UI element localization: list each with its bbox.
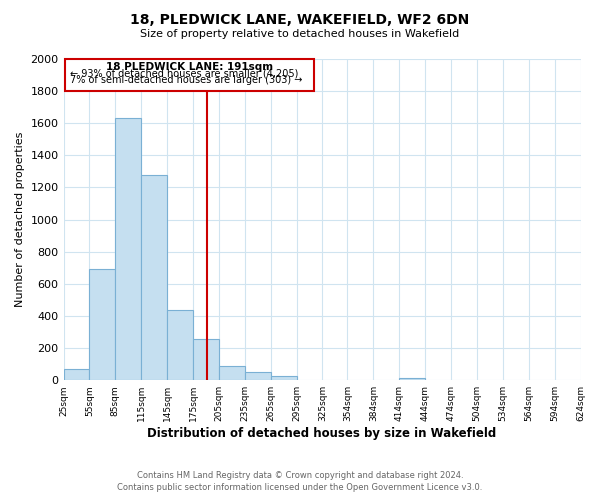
Bar	[245, 372, 271, 380]
Bar	[64, 369, 89, 380]
Text: 18 PLEDWICK LANE: 191sqm: 18 PLEDWICK LANE: 191sqm	[106, 62, 273, 72]
Bar	[399, 378, 425, 380]
Text: Size of property relative to detached houses in Wakefield: Size of property relative to detached ho…	[140, 29, 460, 39]
Text: 7% of semi-detached houses are larger (303) →: 7% of semi-detached houses are larger (3…	[70, 74, 302, 85]
Bar	[219, 366, 245, 380]
X-axis label: Distribution of detached houses by size in Wakefield: Distribution of detached houses by size …	[148, 427, 497, 440]
Bar	[89, 268, 115, 380]
Text: ← 93% of detached houses are smaller (4,205): ← 93% of detached houses are smaller (4,…	[70, 69, 298, 79]
Bar	[193, 340, 219, 380]
Bar	[115, 118, 141, 380]
Text: Contains HM Land Registry data © Crown copyright and database right 2024.
Contai: Contains HM Land Registry data © Crown c…	[118, 471, 482, 492]
Y-axis label: Number of detached properties: Number of detached properties	[15, 132, 25, 308]
Bar	[141, 174, 167, 380]
FancyBboxPatch shape	[65, 59, 314, 91]
Bar	[271, 376, 296, 380]
Bar	[167, 310, 193, 380]
Text: 18, PLEDWICK LANE, WAKEFIELD, WF2 6DN: 18, PLEDWICK LANE, WAKEFIELD, WF2 6DN	[130, 12, 470, 26]
